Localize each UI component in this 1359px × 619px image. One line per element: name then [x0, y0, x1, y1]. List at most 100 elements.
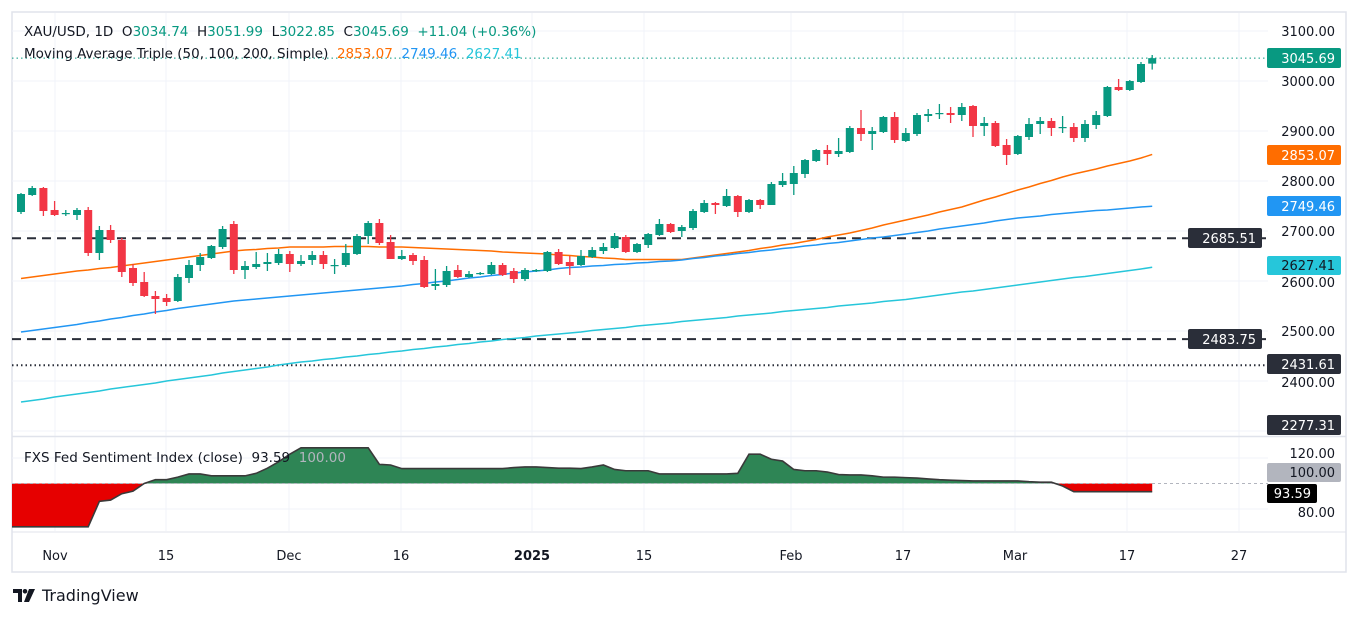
candle-body	[901, 133, 910, 141]
symbol-title[interactable]: XAU/USD, 1D	[24, 24, 114, 40]
candle-body	[442, 271, 451, 285]
low-label: L	[271, 24, 280, 40]
open-value: 3034.74	[132, 24, 189, 40]
price-axis[interactable]: 3100.00 3000.00 2900.00 2800.00 2700.00 …	[1188, 25, 1341, 521]
candle-body	[689, 211, 697, 228]
candle-up	[599, 243, 608, 254]
candle-down	[50, 201, 59, 216]
symbol-legend: XAU/USD, 1D O3034.74 H3051.99 L3022.85 C…	[24, 24, 536, 40]
candle-body	[129, 268, 137, 283]
candle-body	[778, 181, 787, 185]
candle-down	[1047, 118, 1056, 136]
candle-up	[207, 245, 216, 259]
svg-text:2749.46: 2749.46	[1281, 200, 1335, 215]
candle-up	[812, 149, 821, 162]
candle-down	[140, 272, 149, 297]
candle-up	[173, 274, 182, 302]
candle-body	[117, 240, 126, 272]
candle-body	[185, 265, 193, 278]
candle-up	[476, 272, 485, 275]
open-label: O	[121, 24, 133, 40]
candle-body	[644, 234, 653, 245]
candle-up	[73, 208, 81, 220]
candle-body	[285, 254, 294, 264]
candle-up	[487, 262, 496, 275]
candle-up	[465, 271, 473, 278]
candle-body	[308, 255, 317, 260]
candle-body	[722, 196, 731, 206]
candle-up	[241, 261, 249, 279]
candle-body	[733, 196, 742, 212]
candle-body	[565, 262, 574, 266]
candle-body	[1103, 87, 1112, 116]
candle-up	[957, 103, 966, 121]
candle-up	[1092, 111, 1101, 129]
candle-down	[498, 263, 507, 276]
candle-body	[241, 266, 249, 270]
candle-body	[666, 224, 675, 232]
candle-body	[913, 115, 921, 134]
candle-down	[733, 195, 742, 217]
candle-down	[386, 235, 395, 259]
time-tick: Dec	[276, 549, 301, 564]
candle-body	[431, 284, 440, 286]
ma50-price-label: 2853.07	[1267, 145, 1341, 165]
candle-body	[50, 210, 59, 215]
candle-up	[1137, 62, 1145, 83]
hline-price-label: 2483.75	[1188, 329, 1262, 349]
candle-up	[1036, 117, 1045, 134]
time-axis[interactable]: Nov 15 Dec 16 2025 15 Feb 17 Mar 17 27	[42, 549, 1247, 564]
tradingview-logo[interactable]: TradingView	[13, 586, 139, 605]
low-marker-label: 2277.31	[1267, 415, 1341, 435]
candle-up	[1081, 120, 1089, 142]
candle-up	[644, 233, 653, 248]
chart-frame	[11, 11, 1347, 573]
candle-body	[162, 298, 171, 302]
candle-up	[364, 221, 373, 244]
candle-body	[532, 270, 541, 272]
candle-up	[521, 268, 529, 281]
candle-body	[151, 296, 160, 299]
candle-body	[95, 230, 104, 253]
candle-up	[913, 113, 921, 136]
candle-up	[767, 182, 776, 205]
candle-up	[442, 266, 451, 287]
candle-down	[319, 251, 328, 269]
time-tick: 17	[1119, 549, 1136, 564]
candle-body	[621, 237, 630, 252]
candle-body	[599, 247, 608, 251]
candle-down	[666, 223, 675, 233]
candle-up	[532, 269, 541, 272]
candle-body	[969, 106, 977, 126]
ma200-line	[20, 266, 1153, 403]
candle-body	[610, 236, 619, 248]
candle-body	[106, 230, 115, 240]
candle-up	[185, 260, 193, 283]
time-tick: 16	[393, 549, 410, 564]
candle-body	[140, 282, 149, 296]
time-tick: Nov	[42, 549, 68, 564]
candle-up	[588, 247, 597, 258]
candle-down	[857, 110, 865, 141]
candle-up	[1125, 80, 1134, 91]
candle-body	[857, 128, 865, 134]
candle-body	[577, 256, 585, 265]
moving-averages	[20, 153, 1153, 403]
hline-price-label: 2685.51	[1188, 228, 1262, 248]
candle-body	[767, 184, 776, 205]
svg-text:2431.61: 2431.61	[1281, 358, 1335, 373]
candle-body	[1036, 121, 1045, 124]
candle-body	[1013, 136, 1022, 154]
indicator-title[interactable]: FXS Fed Sentiment Index (close)	[24, 450, 243, 466]
candle-up	[901, 128, 910, 142]
time-tick: Feb	[779, 549, 802, 564]
ma-legend-title[interactable]: Moving Average Triple (50, 100, 200, Sim…	[24, 46, 329, 62]
candle-down	[151, 291, 160, 314]
svg-text:100.00: 100.00	[1290, 466, 1336, 481]
candle-body	[61, 213, 70, 215]
candle-body	[801, 160, 809, 174]
candle-body	[543, 252, 552, 271]
candle-body	[498, 265, 507, 275]
candle-up	[330, 259, 339, 274]
